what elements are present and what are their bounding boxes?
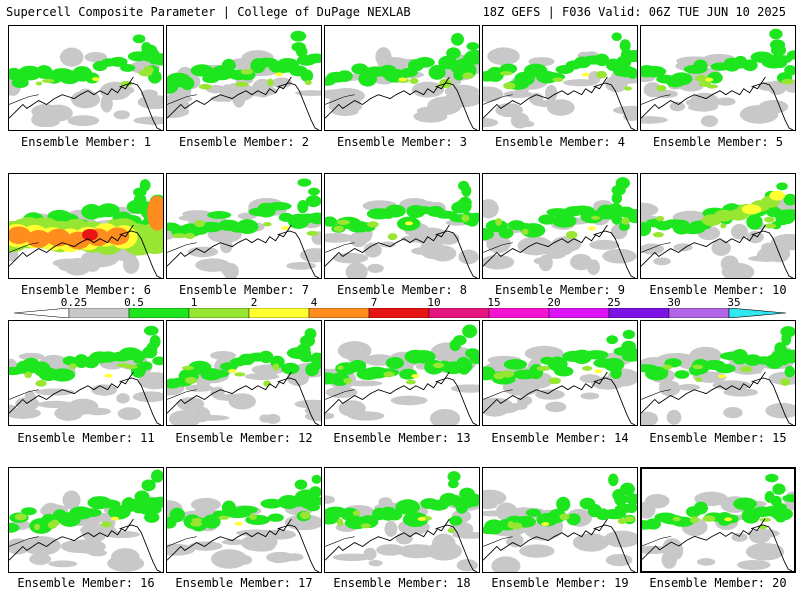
colorbar-tick-label: 7 <box>370 296 378 309</box>
colorbar-segment <box>128 308 190 318</box>
ensemble-map-9[interactable] <box>482 173 638 279</box>
scp-contour-map <box>483 473 637 572</box>
scp-contour-map <box>483 177 637 278</box>
colorbar-segment <box>188 308 250 318</box>
ensemble-map-1[interactable] <box>8 25 164 131</box>
ensemble-map-5[interactable] <box>640 25 796 131</box>
map-title: Supercell Composite Parameter | College … <box>6 5 411 19</box>
ensemble-member-caption: Ensemble Member: 3 <box>336 135 468 149</box>
colorbar-tick-label: 30 <box>667 296 681 309</box>
colorbar <box>14 308 786 318</box>
colorbar-tick-label: 2 <box>250 296 258 309</box>
scp-contour-map <box>167 30 321 130</box>
ensemble-member-caption: Ensemble Member: 14 <box>491 431 629 445</box>
ensemble-map-20[interactable] <box>640 467 796 573</box>
ensemble-member-caption: Ensemble Member: 6 <box>20 283 152 297</box>
ensemble-member-caption: Ensemble Member: 17 <box>175 576 313 590</box>
run-info: 18Z GEFS | F036 Valid: 06Z TUE JUN 10 20… <box>482 5 786 19</box>
ensemble-member-caption: Ensemble Member: 8 <box>336 283 468 297</box>
colorbar-tick-label: 25 <box>607 296 621 309</box>
colorbar-segment <box>68 308 130 318</box>
ensemble-map-2[interactable] <box>166 25 322 131</box>
colorbar-segment <box>548 308 610 318</box>
ensemble-member-caption: Ensemble Member: 7 <box>178 283 310 297</box>
scp-contour-map <box>9 34 163 130</box>
scp-contour-map <box>641 326 795 425</box>
ensemble-map-10[interactable] <box>640 173 796 279</box>
ensemble-member-caption: Ensemble Member: 11 <box>17 431 155 445</box>
colorbar-tick-label: 15 <box>487 296 501 309</box>
ensemble-map-13[interactable] <box>324 320 480 426</box>
ensemble-map-11[interactable] <box>8 320 164 426</box>
colorbar-segment <box>488 308 550 318</box>
ensemble-member-caption: Ensemble Member: 13 <box>333 431 471 445</box>
colorbar-segment <box>248 308 310 318</box>
ensemble-map-16[interactable] <box>8 467 164 573</box>
scp-contour-map <box>641 182 795 278</box>
colorbar-tick-label: 0.5 <box>124 296 144 309</box>
colorbar-tick-label: 1 <box>190 296 198 309</box>
ensemble-member-caption: Ensemble Member: 9 <box>494 283 626 297</box>
colorbar-tick-label: 10 <box>427 296 441 309</box>
ensemble-member-caption: Ensemble Member: 4 <box>494 135 626 149</box>
scp-contour-map <box>167 474 321 572</box>
ensemble-member-caption: Ensemble Member: 2 <box>178 135 310 149</box>
ensemble-map-7[interactable] <box>166 173 322 279</box>
ensemble-member-caption: Ensemble Member: 5 <box>652 135 784 149</box>
colorbar-segment <box>14 308 70 318</box>
scp-contour-map <box>9 179 163 278</box>
scp-contour-map <box>325 324 479 425</box>
scp-contour-map <box>483 32 637 130</box>
scp-contour-map <box>167 328 321 425</box>
ensemble-member-caption: Ensemble Member: 16 <box>17 576 155 590</box>
ensemble-map-4[interactable] <box>482 25 638 131</box>
ensemble-map-15[interactable] <box>640 320 796 426</box>
scp-contour-map <box>325 180 479 278</box>
scp-contour-map <box>325 33 479 130</box>
ensemble-map-17[interactable] <box>166 467 322 573</box>
colorbar-tick-label: 0.25 <box>60 296 88 309</box>
ensemble-map-3[interactable] <box>324 25 480 131</box>
colorbar-tick-label: 20 <box>547 296 561 309</box>
colorbar-segment <box>308 308 370 318</box>
colorbar-segment <box>728 308 786 318</box>
ensemble-map-6[interactable] <box>8 173 164 279</box>
scp-contour-map <box>483 329 637 425</box>
ensemble-map-12[interactable] <box>166 320 322 426</box>
ensemble-map-18[interactable] <box>324 467 480 573</box>
colorbar-segment <box>428 308 490 318</box>
scp-contour-map <box>9 469 163 572</box>
scp-contour-map <box>642 473 794 571</box>
ensemble-map-19[interactable] <box>482 467 638 573</box>
colorbar-tick-label: 4 <box>310 296 318 309</box>
ensemble-member-caption: Ensemble Member: 19 <box>491 576 629 590</box>
ensemble-member-caption: Ensemble Member: 18 <box>333 576 471 590</box>
colorbar-segment <box>368 308 430 318</box>
scp-contour-map <box>167 178 321 278</box>
colorbar-segment <box>608 308 670 318</box>
ensemble-member-caption: Ensemble Member: 1 <box>20 135 152 149</box>
ensemble-member-caption: Ensemble Member: 10 <box>649 283 787 297</box>
ensemble-member-caption: Ensemble Member: 20 <box>649 576 787 590</box>
scp-contour-map <box>641 28 795 130</box>
ensemble-member-caption: Ensemble Member: 12 <box>175 431 313 445</box>
scp-contour-map <box>9 325 163 425</box>
scp-contour-map <box>325 471 479 572</box>
ensemble-map-8[interactable] <box>324 173 480 279</box>
colorbar-tick-label: 35 <box>727 296 741 309</box>
ensemble-member-caption: Ensemble Member: 15 <box>649 431 787 445</box>
colorbar-segment <box>668 308 730 318</box>
ensemble-map-14[interactable] <box>482 320 638 426</box>
